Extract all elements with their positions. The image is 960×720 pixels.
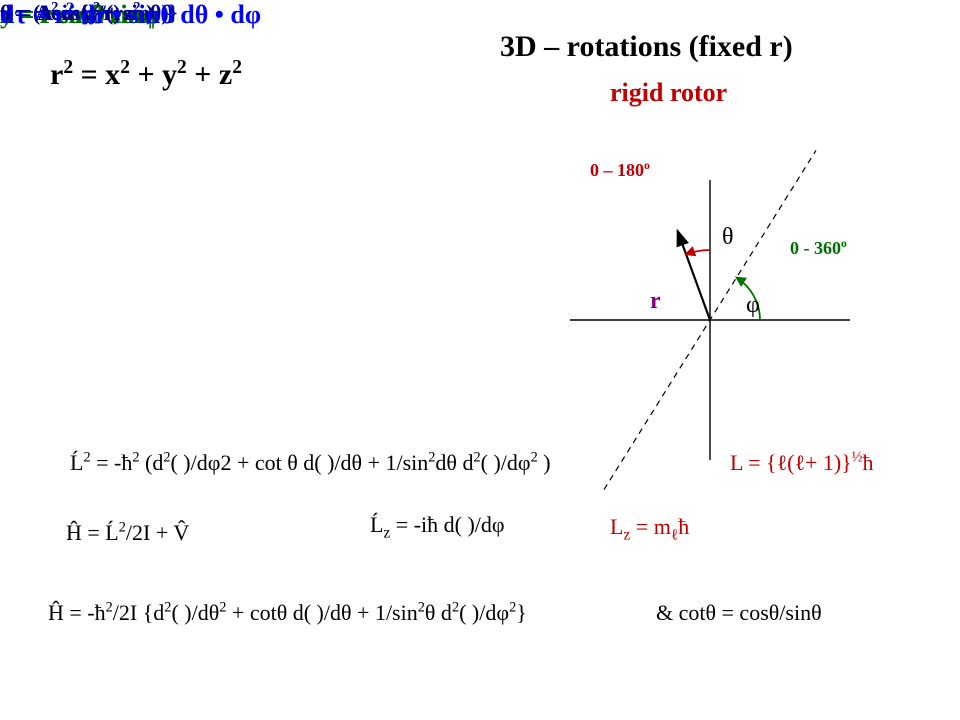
eq-dtau: dτ = r2 dr • sinθ dθ • dφ xyxy=(0,0,261,30)
title-sub-text: rigid rotor xyxy=(610,78,727,107)
eq-r2-text: r2 = x2 + y2 + z2 xyxy=(50,58,242,91)
label-theta: θ xyxy=(722,224,734,251)
slide-root: 3D – rotations (fixed r) rigid rotor r2 … xyxy=(0,0,960,720)
title-sub: rigid rotor xyxy=(610,78,727,108)
coord-diagram xyxy=(500,130,920,490)
title-main-text: 3D – rotations (fixed r) xyxy=(500,30,793,63)
label-theta-range: 0 – 180o xyxy=(590,160,650,181)
eq-Lz-eig: Lz = mℓħ xyxy=(610,514,689,540)
eq-r2: r2 = x2 + y2 + z2 xyxy=(50,58,242,92)
eq-L-eig: L = {ℓ(ℓ+ 1)}½ħ xyxy=(730,450,874,476)
eq-cot: & cotθ = cosθ/sinθ xyxy=(656,600,822,626)
eq-H: Ĥ = Ĺ2/2I + V̂ xyxy=(66,520,189,546)
eq-Lsq: Ĺ2 = -ħ2 (d2( )/dφ2 + cot θ d( )/dθ + 1/… xyxy=(70,450,551,476)
eq-H-full: Ĥ = -ħ2/2I {d2( )/dθ2 + cotθ d( )/dθ + 1… xyxy=(48,600,527,626)
title-main: 3D – rotations (fixed r) xyxy=(500,30,793,64)
label-r: r xyxy=(650,288,661,315)
eq-Lz: Ĺz = -iħ d( )/dφ xyxy=(370,512,505,538)
label-phi-range: 0 - 360o xyxy=(790,238,847,259)
label-phi: φ xyxy=(746,292,760,319)
